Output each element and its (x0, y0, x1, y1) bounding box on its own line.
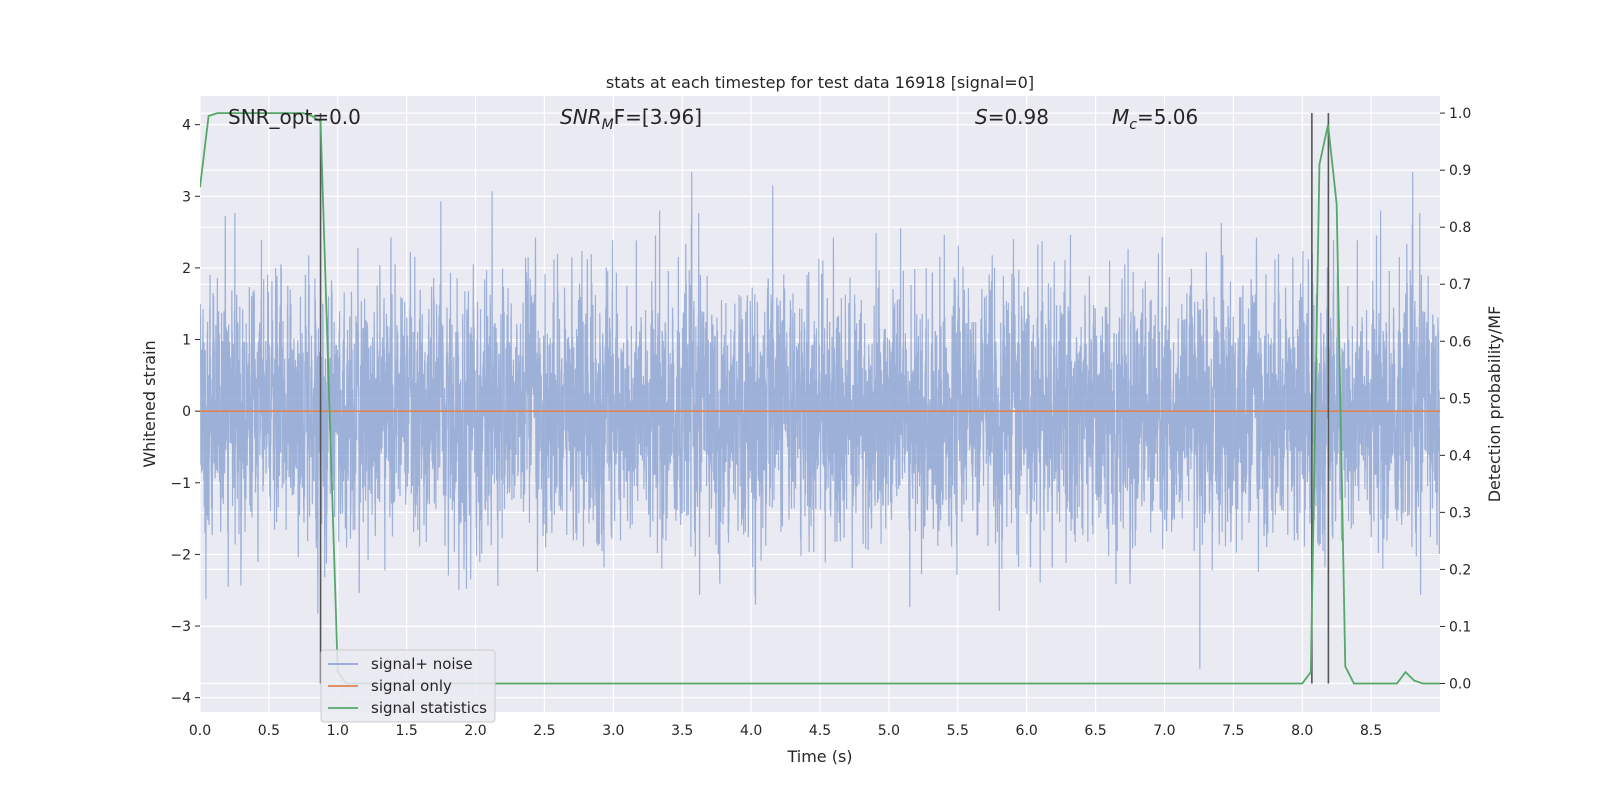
y-right-tick-label: 0.4 (1449, 448, 1471, 464)
x-tick-label: 4.0 (740, 723, 762, 739)
x-tick-label: 6.0 (1016, 723, 1038, 739)
legend: signal+ noise signal only signal statist… (320, 649, 496, 723)
x-tick-label: 3.0 (602, 723, 624, 739)
annotation-mc: Mc=5.06 (1112, 105, 1198, 133)
y-right-tick-label: 0.2 (1449, 562, 1471, 578)
y-right-tick-label: 0.0 (1449, 676, 1471, 692)
x-tick-label: 2.5 (533, 723, 555, 739)
x-tick-label: 8.5 (1360, 723, 1382, 739)
x-tick-label: 8.0 (1291, 723, 1313, 739)
x-axis-label: Time (s) (786, 747, 852, 766)
y-left-tick-label: 3 (182, 189, 191, 205)
x-tick-label: 5.0 (878, 723, 900, 739)
x-tick-label: 1.5 (396, 723, 418, 739)
legend-label-signal-statistics: signal statistics (371, 699, 487, 717)
y-left-tick-label: 0 (182, 404, 191, 420)
y-right-tick-label: 0.6 (1449, 334, 1471, 350)
y-left-tick-label: −3 (170, 619, 191, 635)
y-right-tick-label: 0.8 (1449, 220, 1471, 236)
x-tick-label: 6.5 (1084, 723, 1106, 739)
x-tick-label: 4.5 (809, 723, 831, 739)
y-axis-right-label: Detection probability/MF (1485, 306, 1504, 503)
x-axis: 0.0 0.5 1.0 1.5 2.0 2.5 3.0 3.5 4.0 4.5 5.0 5.5 6.0 6… (189, 723, 1382, 739)
x-tick-label: 7.5 (1222, 723, 1244, 739)
y-left-tick-label: −4 (170, 691, 191, 707)
y-right-tick-label: 0.9 (1449, 163, 1471, 179)
x-tick-label: 5.5 (947, 723, 969, 739)
y-left-tick-label: −1 (170, 476, 191, 492)
x-tick-label: 3.5 (671, 723, 693, 739)
y-left-tick-label: 4 (182, 118, 191, 134)
x-tick-label: 1.0 (327, 723, 349, 739)
annotation-snr-mf: SNRMF=[3.96] (560, 105, 702, 133)
y-left-tick-label: 2 (182, 261, 191, 277)
y-right-tick-label: 0.1 (1449, 619, 1471, 635)
y-axis-left-label: Whitened strain (140, 340, 159, 467)
x-tick-label: 0.0 (189, 723, 211, 739)
y-axis-left: −4 −3 −2 −1 0 1 2 3 4 (170, 118, 200, 707)
y-right-tick-label: 0.7 (1449, 277, 1471, 293)
y-right-tick-label: 1.0 (1449, 106, 1471, 122)
y-right-tick-label: 0.3 (1449, 505, 1471, 521)
x-tick-label: 7.0 (1153, 723, 1175, 739)
y-left-tick-label: 1 (182, 333, 191, 349)
x-tick-label: 0.5 (258, 723, 280, 739)
legend-label-signal-only: signal only (371, 677, 452, 695)
y-right-tick-label: 0.5 (1449, 391, 1471, 407)
y-left-tick-label: −2 (170, 547, 191, 563)
chart-title: stats at each timestep for test data 169… (606, 73, 1034, 92)
x-tick-label: 2.0 (464, 723, 486, 739)
annotation-snr-opt: SNR_opt=0.0 (228, 105, 361, 129)
annotation-s: S=0.98 (975, 105, 1049, 129)
legend-box (320, 649, 496, 723)
series-signal-plus-noise-line (200, 172, 1440, 669)
y-axis-right: 0.0 0.1 0.2 0.3 0.4 0.5 0.6 0.7 0.8 0.9 1.0 (1440, 106, 1471, 692)
legend-label-signal-plus-noise: signal+ noise (371, 655, 473, 673)
